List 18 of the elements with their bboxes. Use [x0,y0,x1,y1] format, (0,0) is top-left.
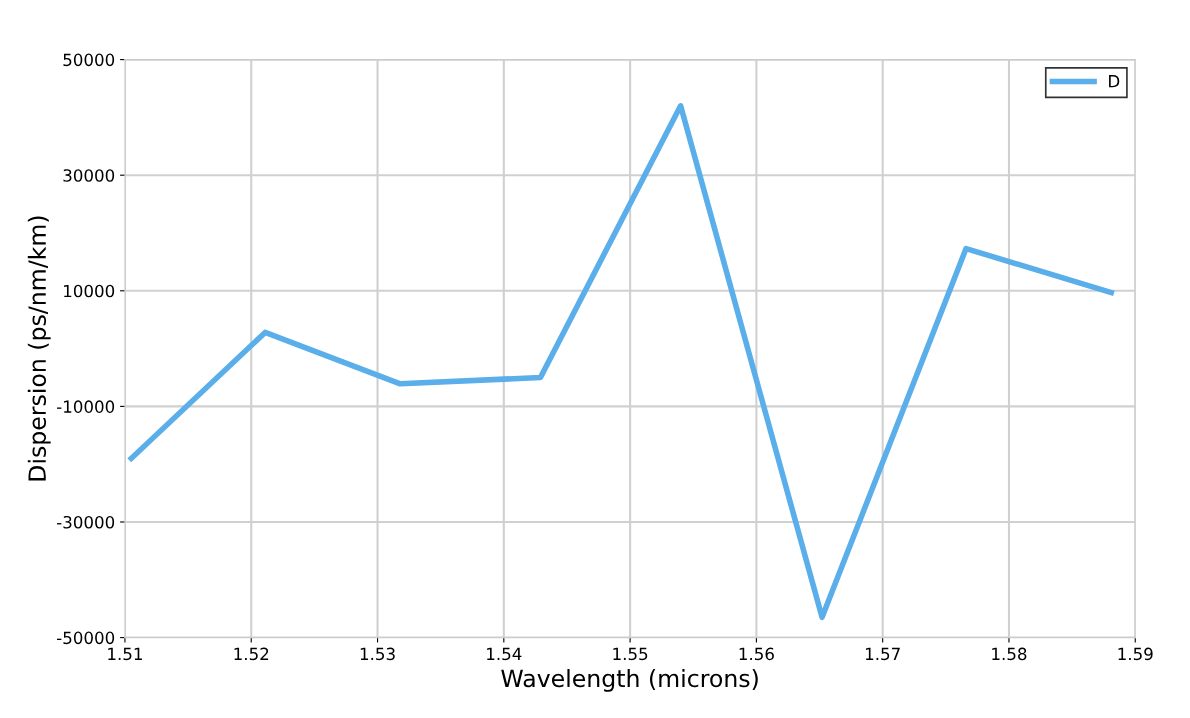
y-tick-label: 30000 [63,169,115,182]
x-axis-title: Wavelength (microns) [501,668,758,692]
y-tick-label: 10000 [64,284,115,298]
x-tick-label: 1.58 [992,647,1027,661]
y-tick-label: -10000 [57,400,115,413]
x-tick-label: 1.57 [865,647,900,661]
x-tick-label: 1.54 [487,647,522,661]
x-tick-label: 1.59 [1118,647,1153,661]
x-tick-label: 1.51 [108,647,142,661]
x-tick-label: 1.53 [360,647,395,661]
x-tick-label: 1.56 [739,647,774,661]
y-axis-title: Dispersion (ps/nm/km) [27,216,51,481]
x-tick-label: 1.55 [613,647,648,661]
y-tick-label: -50000 [57,631,115,645]
x-tick-label: 1.52 [234,647,269,661]
legend-label: D [1109,75,1120,88]
y-tick-label: -30000 [57,515,115,529]
y-tick-label: 50000 [63,53,115,67]
